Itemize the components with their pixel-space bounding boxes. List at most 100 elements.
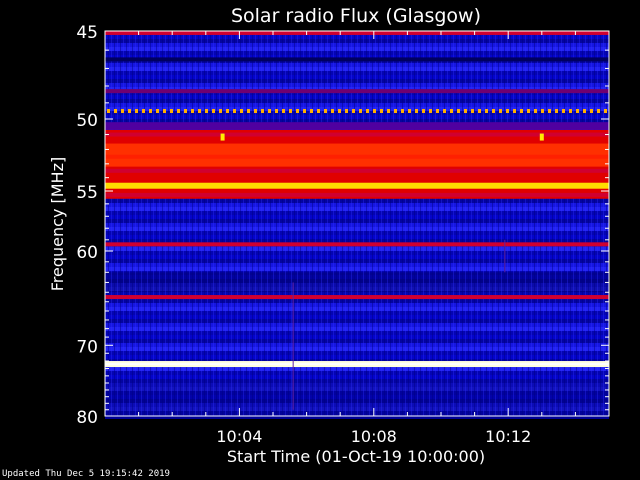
y-tick-label: 60 bbox=[76, 243, 98, 263]
band-dash bbox=[401, 109, 404, 113]
band-dash bbox=[149, 109, 152, 113]
x-tick-label: 10:12 bbox=[485, 427, 531, 446]
emission-block bbox=[105, 122, 609, 130]
y-tick-label: 80 bbox=[76, 408, 98, 428]
band-dash bbox=[527, 109, 530, 113]
band-dash bbox=[583, 109, 586, 113]
band-dash bbox=[254, 109, 257, 113]
band-dash bbox=[450, 109, 453, 113]
band-dash bbox=[548, 109, 551, 113]
band-dash bbox=[576, 109, 579, 113]
emission-band bbox=[105, 182, 609, 189]
emission-band bbox=[105, 242, 609, 247]
band-dash bbox=[177, 109, 180, 113]
x-tick-label: 10:08 bbox=[351, 427, 397, 446]
band-dash bbox=[520, 109, 523, 113]
band-dash bbox=[247, 109, 250, 113]
band-dash bbox=[268, 109, 271, 113]
band-dash bbox=[296, 109, 299, 113]
band-dash bbox=[135, 109, 138, 113]
band-dash bbox=[317, 109, 320, 113]
band-dash bbox=[352, 109, 355, 113]
band-dash bbox=[156, 109, 159, 113]
band-dash bbox=[338, 109, 341, 113]
band-dash bbox=[303, 109, 306, 113]
band-dash bbox=[366, 109, 369, 113]
emission-band bbox=[105, 57, 609, 62]
band-dash bbox=[261, 109, 264, 113]
band-dash bbox=[380, 109, 383, 113]
band-dash bbox=[212, 109, 215, 113]
emission-band bbox=[105, 295, 609, 300]
emission-band-core bbox=[105, 363, 609, 366]
band-dash bbox=[478, 109, 481, 113]
band-dash bbox=[170, 109, 173, 113]
band-dash bbox=[184, 109, 187, 113]
band-dash bbox=[485, 109, 488, 113]
emission-band bbox=[105, 154, 609, 159]
band-dash bbox=[114, 109, 117, 113]
band-dash bbox=[457, 109, 460, 113]
texture-overlay bbox=[105, 31, 609, 416]
burst-mark bbox=[220, 133, 225, 141]
y-tick-label: 50 bbox=[76, 111, 98, 131]
y-tick-label: 45 bbox=[76, 23, 98, 43]
band-dash bbox=[219, 109, 222, 113]
band-dash bbox=[471, 109, 474, 113]
band-dash bbox=[506, 109, 509, 113]
y-axis: 45 50 55 60 70 80 bbox=[76, 23, 609, 428]
band-dash bbox=[569, 109, 572, 113]
band-dash bbox=[394, 109, 397, 113]
band-dash bbox=[541, 109, 544, 113]
band-dash bbox=[492, 109, 495, 113]
emission-band bbox=[105, 192, 609, 197]
band-dash bbox=[331, 109, 334, 113]
band-dash bbox=[464, 109, 467, 113]
plot-area bbox=[104, 30, 610, 419]
band-dash bbox=[310, 109, 313, 113]
emission-band bbox=[105, 30, 609, 35]
band-dash bbox=[415, 109, 418, 113]
band-dash bbox=[443, 109, 446, 113]
band-dash bbox=[121, 109, 124, 113]
band-dash bbox=[289, 109, 292, 113]
band-dash bbox=[590, 109, 593, 113]
band-dash bbox=[107, 109, 110, 113]
band-dash bbox=[163, 109, 166, 113]
band-dash bbox=[275, 109, 278, 113]
band-dash bbox=[282, 109, 285, 113]
chart-title: Solar radio Flux (Glasgow) bbox=[231, 5, 481, 27]
emission-band bbox=[105, 89, 609, 94]
band-dash bbox=[373, 109, 376, 113]
x-axis-label: Start Time (01-Oct-19 10:00:00) bbox=[227, 447, 485, 466]
plot-frame bbox=[104, 30, 610, 417]
band-dash bbox=[191, 109, 194, 113]
band-dash bbox=[198, 109, 201, 113]
band-dash bbox=[226, 109, 229, 113]
band-dash bbox=[205, 109, 208, 113]
y-tick-label: 70 bbox=[76, 337, 98, 357]
band-dash bbox=[513, 109, 516, 113]
band-dash bbox=[422, 109, 425, 113]
y-axis-label: Frequency [MHz] bbox=[48, 157, 67, 291]
band-dash bbox=[233, 109, 236, 113]
noise-row bbox=[105, 415, 609, 419]
emission-band bbox=[105, 132, 609, 137]
band-dash bbox=[142, 109, 145, 113]
band-dash bbox=[429, 109, 432, 113]
band-dash bbox=[359, 109, 362, 113]
x-tick-label: 10:04 bbox=[216, 427, 262, 446]
footer-timestamp: Updated Thu Dec 5 19:15:42 2019 bbox=[2, 469, 170, 479]
x-axis: 10:04 10:08 10:12 bbox=[138, 31, 576, 446]
band-dash bbox=[562, 109, 565, 113]
y-tick-label: 55 bbox=[76, 183, 98, 203]
band-dash bbox=[324, 109, 327, 113]
burst-mark bbox=[539, 133, 544, 141]
band-dash bbox=[387, 109, 390, 113]
emission-band bbox=[105, 168, 609, 173]
band-dash bbox=[345, 109, 348, 113]
band-dash bbox=[604, 109, 607, 113]
band-dash bbox=[534, 109, 537, 113]
band-dash bbox=[408, 109, 411, 113]
